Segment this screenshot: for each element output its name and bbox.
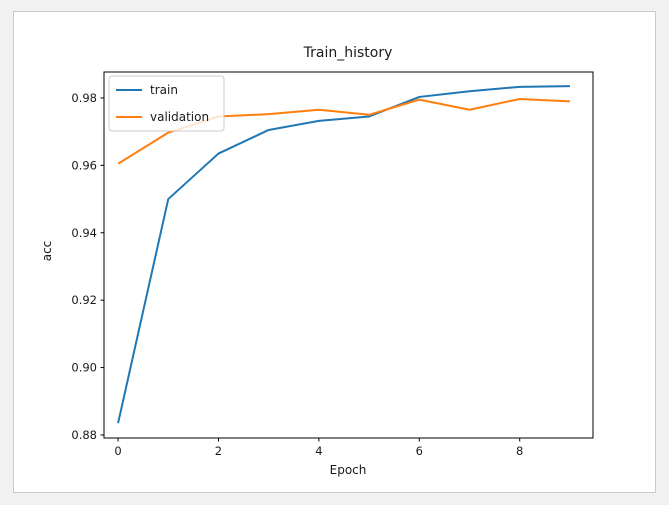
y-tick-label: 0.90 — [71, 361, 97, 375]
y-tick-label: 0.96 — [71, 158, 97, 172]
x-tick-label: 4 — [315, 444, 322, 458]
y-tick-label: 0.92 — [71, 293, 97, 307]
train-history-line-chart: 0 2 4 6 8 0.88 0.90 0.92 0.94 0.96 0.98 train valida… — [71, 71, 594, 458]
x-axis-label: Epoch — [329, 463, 367, 477]
chart-title: Train_history — [303, 45, 393, 61]
legend-label-validation: validation — [150, 110, 209, 124]
y-axis-label: acc — [40, 240, 54, 262]
series-line-train — [117, 85, 570, 424]
axes-spines — [103, 71, 594, 439]
y-tick-label: 0.88 — [71, 428, 97, 442]
x-tick-label: 0 — [114, 444, 121, 458]
y-tick-label: 0.98 — [71, 91, 97, 105]
x-tick-label: 6 — [416, 444, 423, 458]
y-tick-label: 0.94 — [71, 226, 97, 240]
legend-label-train: train — [150, 83, 178, 97]
x-tick-label: 2 — [215, 444, 222, 458]
figure-panel: 0 2 4 6 8 0.88 0.90 0.92 0.94 0.96 0.98 train valida… — [13, 11, 656, 493]
x-tick-label: 8 — [516, 444, 523, 458]
